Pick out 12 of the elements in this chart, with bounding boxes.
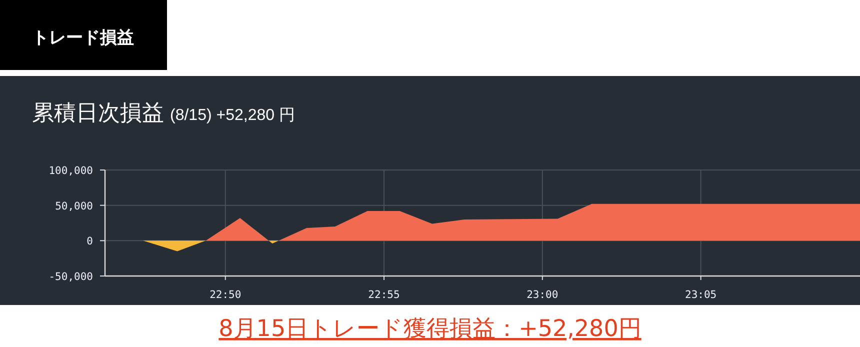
y-tick-label: 0 (86, 236, 93, 248)
text: トレード損益 (32, 28, 134, 48)
chart-subtitle: (8/15) +52,280 円 (170, 107, 295, 124)
x-tick-label: 22:55 (368, 289, 400, 301)
x-tick-label: 22:50 (210, 289, 242, 301)
y-tick-label: 50,000 (55, 200, 93, 212)
y-tick-label: 100,000 (48, 165, 93, 177)
chart-title: 累積日次損益 (32, 100, 164, 125)
x-tick-label: 23:05 (685, 289, 717, 301)
text: 8月15日トレード獲得損益：+52,280円 (218, 316, 642, 342)
x-tick-label: 23:00 (526, 289, 558, 301)
y-tick-label: -50,000 (48, 271, 93, 283)
